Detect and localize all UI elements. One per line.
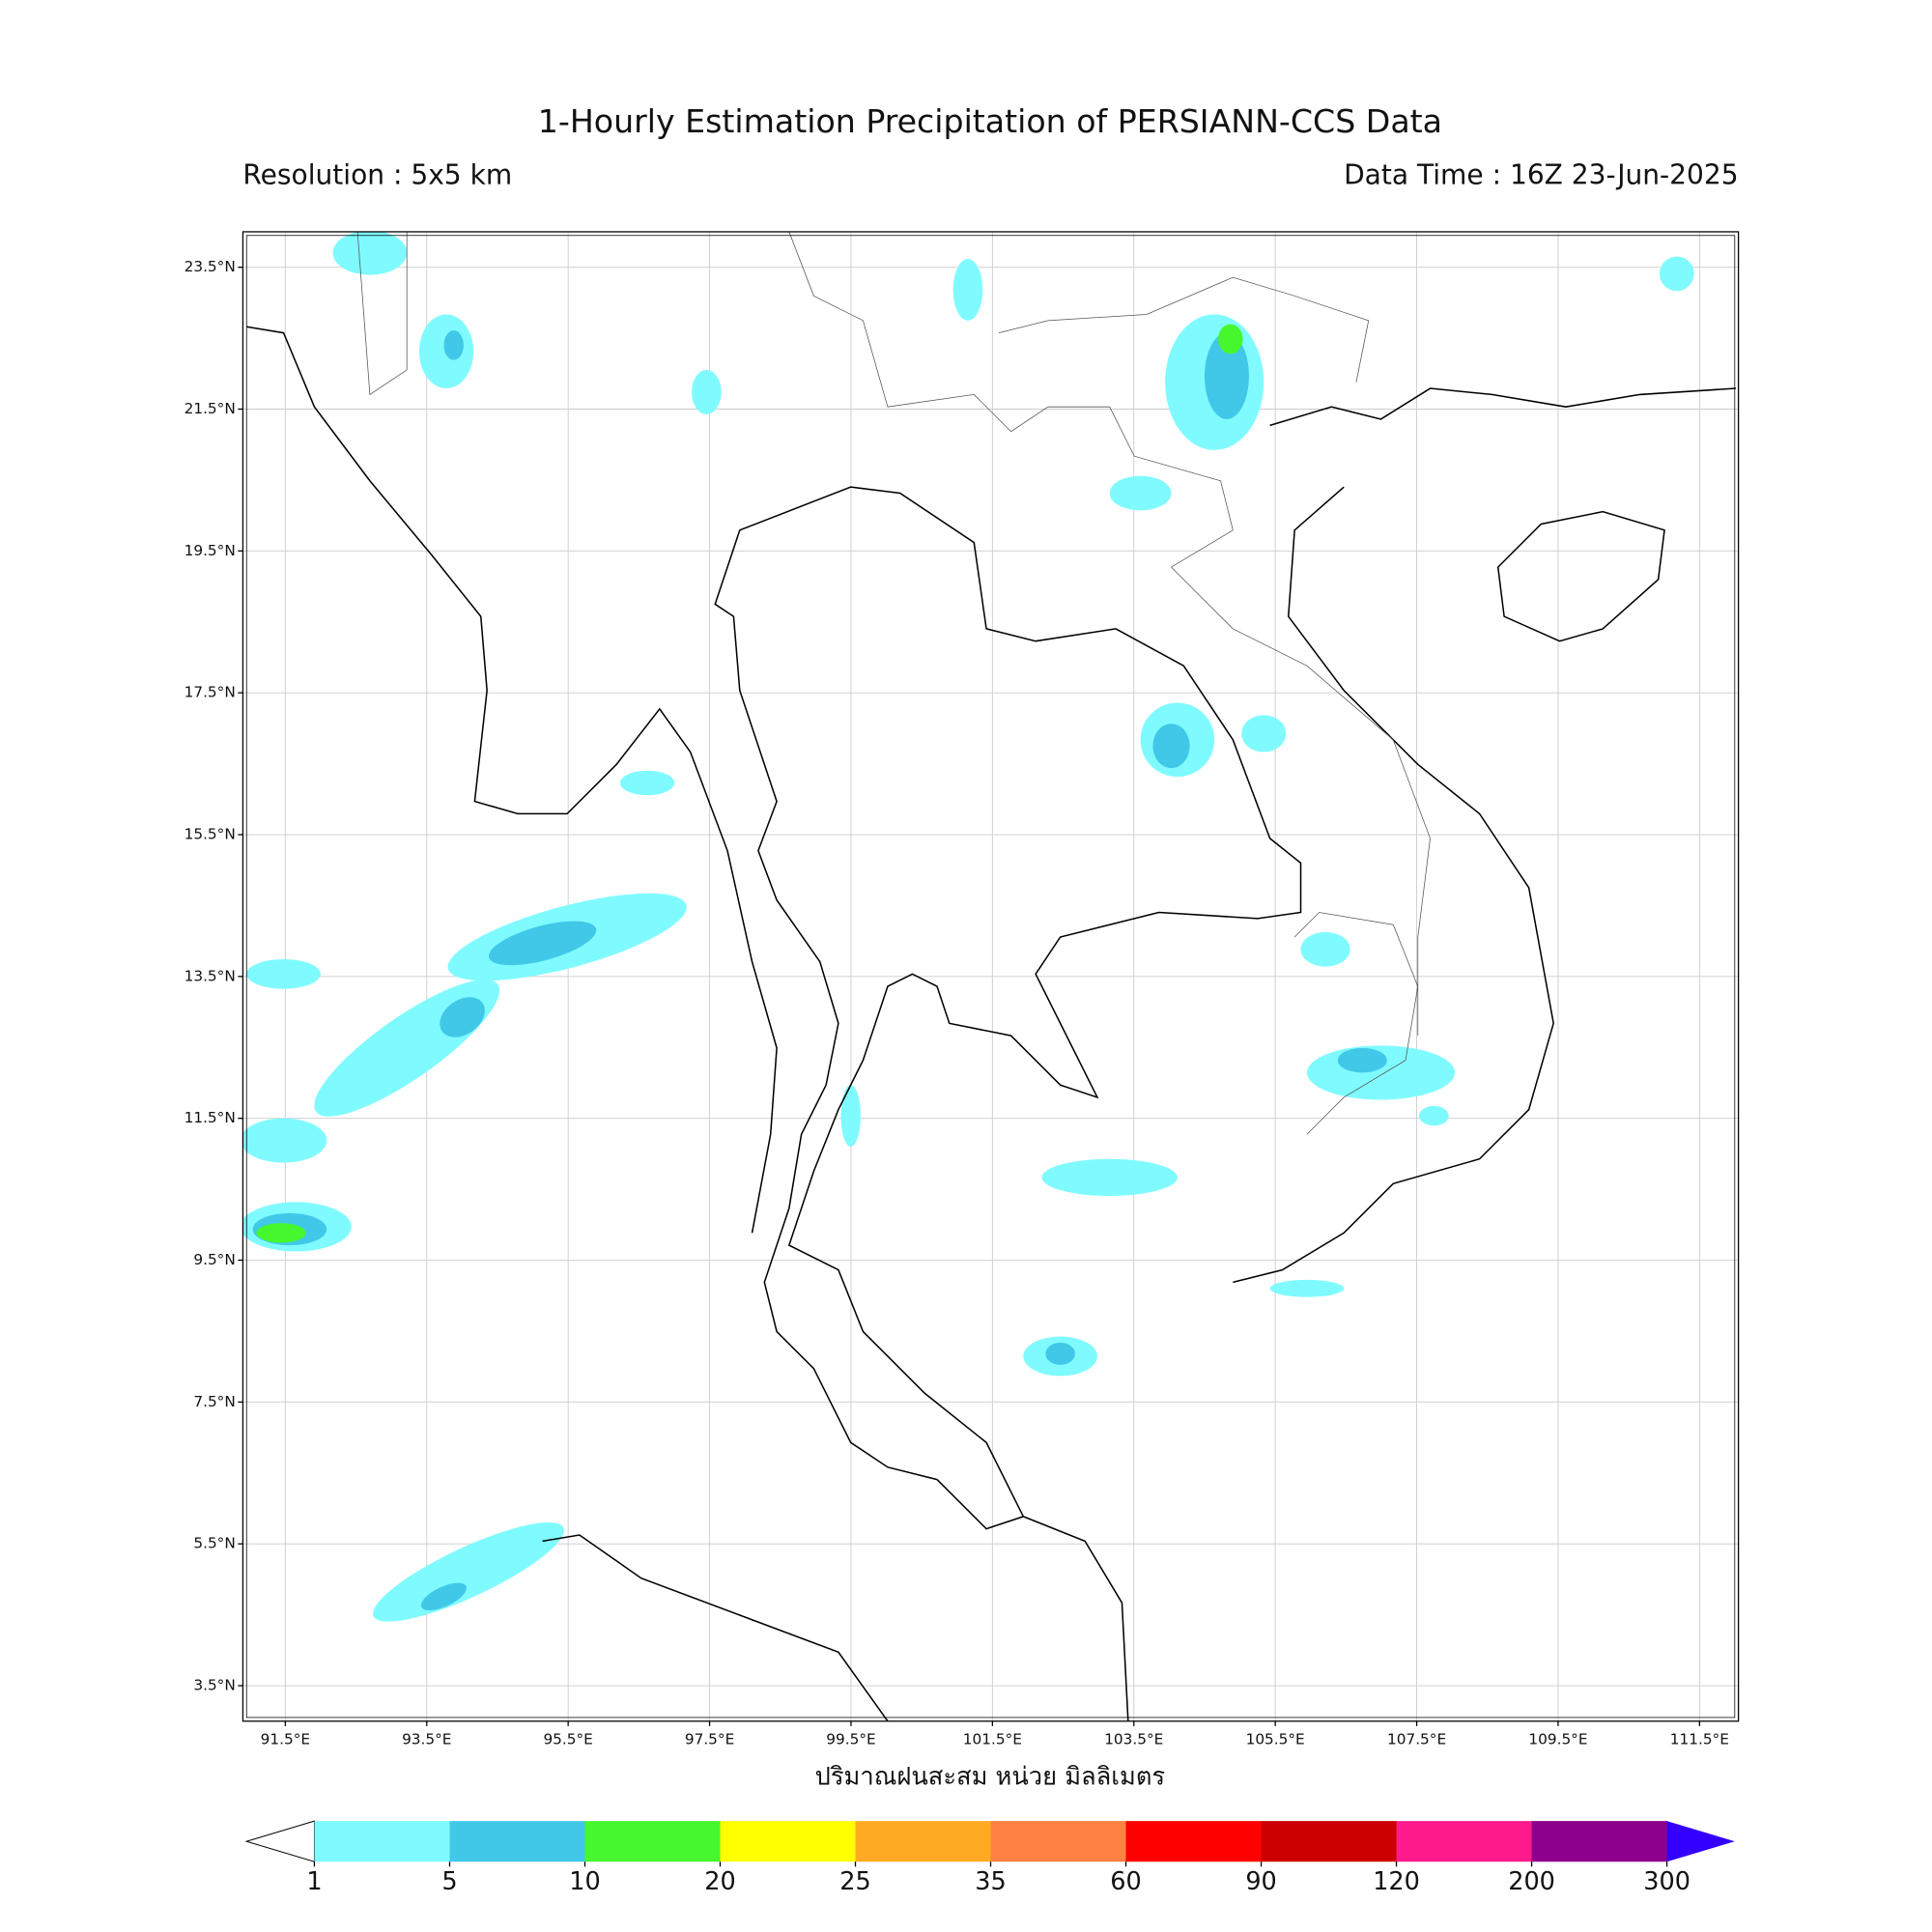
colorbar-segment: [1531, 1821, 1668, 1862]
colorbar-tick-label: 5: [441, 1867, 457, 1896]
colorbar-tick-label: 10: [569, 1867, 600, 1896]
grid: 23.5°N 21.5°N 19.5°N 17.5°N 15.5°N 13.5°N 11.5…: [185, 231, 1739, 1747]
data-time: Data Time : 16Z 23-Jun-2025: [1344, 159, 1739, 191]
coastlines: [246, 326, 1737, 1721]
borders: [356, 231, 1431, 1135]
map-content: [242, 231, 1737, 1721]
map-frame: [242, 231, 1740, 1722]
lat-tick-label: 9.5°N: [193, 1251, 235, 1268]
colorbar-segment: [314, 1821, 451, 1862]
colorbar-extend-low: [244, 1820, 315, 1862]
precipitation: [242, 231, 1694, 1622]
lat-tick-label: 19.5°N: [185, 542, 236, 559]
colorbar-tick-label: 120: [1373, 1867, 1420, 1896]
lon-tick-label: 105.5°E: [1246, 1730, 1305, 1747]
colorbar-tick-label: 1: [306, 1867, 322, 1896]
lon-tick-label: 91.5°E: [261, 1730, 310, 1747]
colorbar-tick-label: 60: [1110, 1867, 1141, 1896]
lon-tick-label: 107.5°E: [1387, 1730, 1446, 1747]
lat-tick-label: 15.5°N: [185, 826, 236, 843]
colorbar-tick-label: 200: [1508, 1867, 1555, 1896]
colorbar-segment: [855, 1821, 992, 1862]
colorbar-label: ปริมาณฝนสะสม หน่วย มิลลิเมตร: [815, 1762, 1165, 1791]
colorbar-extend-high: [1666, 1821, 1735, 1862]
lon-tick-label: 101.5°E: [963, 1730, 1022, 1747]
colorbar-tick-label: 90: [1245, 1867, 1276, 1896]
colorbar: 1 5 10 20 25 35 60 90 120 200 300: [244, 1820, 1735, 1896]
lon-tick-label: 111.5°E: [1670, 1730, 1729, 1747]
title: 1-Hourly Estimation Precipitation of PER…: [538, 102, 1442, 140]
colorbar-tick-label: 20: [704, 1867, 735, 1896]
lat-tick-label: 13.5°N: [185, 967, 236, 984]
lon-tick-label: 97.5°E: [685, 1730, 734, 1747]
lat-tick-label: 17.5°N: [185, 684, 236, 701]
lat-tick-label: 23.5°N: [185, 258, 236, 275]
lon-tick-label: 99.5°E: [826, 1730, 875, 1747]
colorbar-segment: [1125, 1821, 1263, 1862]
colorbar-tick-label: 300: [1643, 1867, 1690, 1896]
lon-tick-label: 93.5°E: [402, 1730, 451, 1747]
lat-tick-label: 5.5°N: [193, 1535, 235, 1552]
colorbar-segment: [720, 1821, 857, 1862]
lat-tick-label: 7.5°N: [193, 1393, 235, 1410]
colorbar-segment: [1396, 1821, 1533, 1862]
resolution: Resolution : 5x5 km: [242, 159, 512, 191]
colorbar-segment: [990, 1821, 1127, 1862]
lon-tick-label: 95.5°E: [543, 1730, 592, 1747]
colorbar-segment: [449, 1821, 586, 1862]
colorbar-segment: [1261, 1821, 1398, 1862]
lon-tick-label: 109.5°E: [1528, 1730, 1587, 1747]
lon-tick-label: 103.5°E: [1104, 1730, 1163, 1747]
colorbar-tick-label: 25: [839, 1867, 870, 1896]
lat-tick-label: 21.5°N: [185, 400, 236, 417]
lat-tick-label: 11.5°N: [185, 1109, 236, 1126]
lat-tick-label: 3.5°N: [193, 1677, 235, 1694]
colorbar-segment: [584, 1821, 722, 1862]
map-frame-inner: [245, 235, 1736, 1719]
colorbar-tick-label: 35: [975, 1867, 1006, 1896]
